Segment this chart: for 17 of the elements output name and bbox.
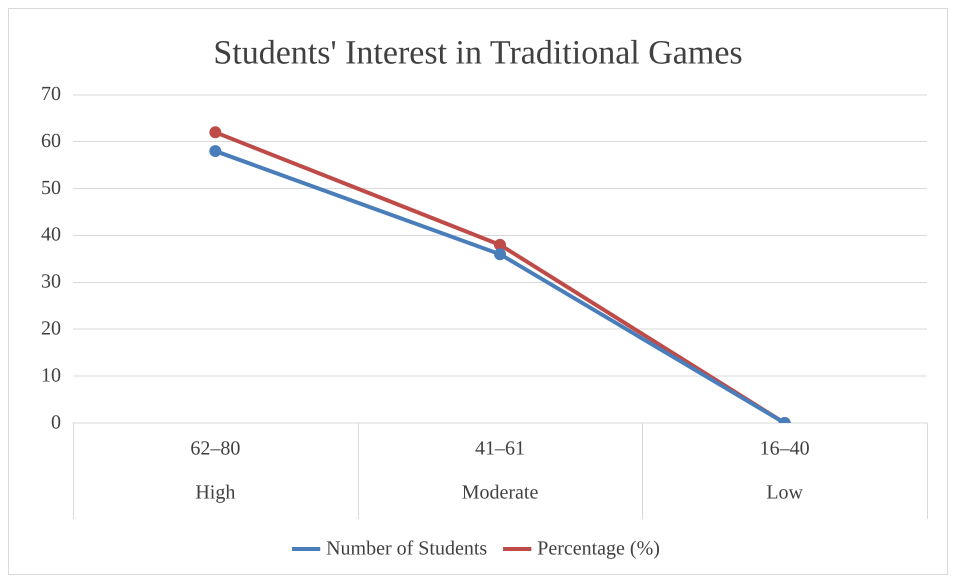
- chart-title: Students' Interest in Traditional Games: [213, 34, 743, 72]
- y-tick-label: 0: [51, 411, 61, 434]
- y-tick-label: 60: [41, 130, 61, 152]
- y-tick-label: 20: [41, 317, 61, 340]
- y-tick-label: 40: [41, 224, 61, 246]
- legend-label: Number of Students: [326, 537, 488, 560]
- legend-label: Percentage (%): [537, 537, 660, 560]
- y-tick-label: 50: [41, 176, 61, 199]
- point: [209, 145, 222, 158]
- x-tick-label: 62–80 High: [190, 437, 240, 504]
- x-tick-label: 41–61 Moderate: [462, 437, 538, 504]
- y-tick-label: 10: [41, 364, 61, 386]
- point: [209, 126, 222, 138]
- x-tick-label: 16–40 Low: [760, 437, 810, 504]
- y-tick-label: 70: [41, 83, 61, 106]
- y-tick-label: 30: [41, 270, 61, 293]
- point: [494, 248, 506, 260]
